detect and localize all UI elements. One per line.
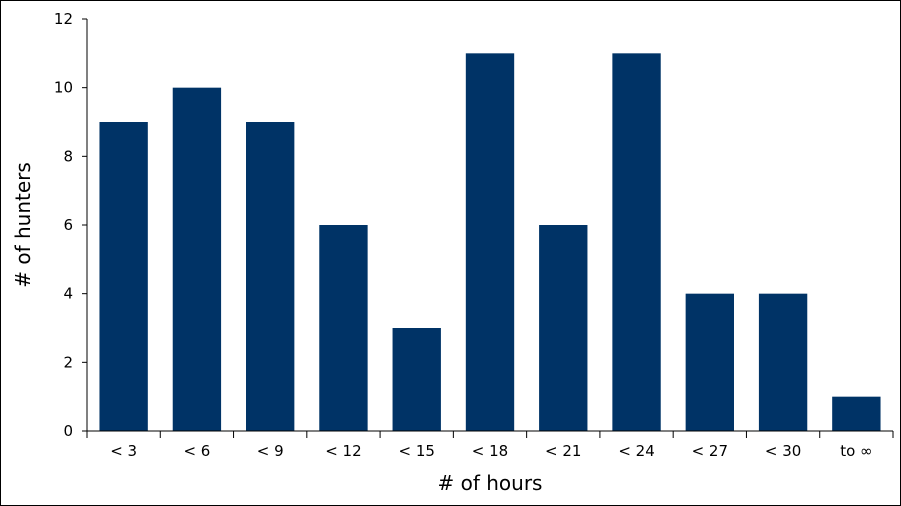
x-axis: < 3 < 6 < 9 < 12 < 15 < 18 < 21 < 24 < 27 < 30 to …: [86, 430, 894, 460]
x-tick-label-5: < 18: [472, 442, 508, 460]
y-tick-label-2: 4: [63, 285, 73, 303]
bars-group: [99, 53, 881, 432]
bar-6: [539, 225, 588, 431]
x-tick-label-7: < 24: [618, 442, 654, 460]
bar-1: [172, 87, 222, 432]
x-tick-label-6: < 21: [545, 442, 581, 460]
x-axis-title: # of hours: [438, 471, 543, 495]
x-tick-label-0: < 3: [110, 442, 137, 460]
bar-9: [758, 293, 808, 431]
y-tick-label-0: 0: [63, 422, 73, 440]
bar-5: [465, 53, 515, 431]
x-tick-label-9: < 30: [765, 442, 801, 460]
y-tick-label-1: 2: [63, 353, 73, 371]
x-tick-label-1: < 6: [183, 442, 210, 460]
x-tick-label-4: < 15: [399, 442, 435, 460]
y-tick-label-3: 6: [63, 216, 73, 234]
bar-7: [612, 53, 661, 431]
y-axis: 0 2 4 6 8 10 12: [54, 10, 88, 440]
x-tick-label-2: < 9: [257, 442, 284, 460]
bar-8: [685, 293, 734, 431]
x-tick-label-3: < 12: [325, 442, 361, 460]
y-tick-label-4: 8: [63, 147, 73, 165]
y-axis-title: # of hunters: [11, 162, 35, 288]
bar-3: [319, 225, 368, 431]
bar-0: [99, 122, 148, 431]
y-tick-label-6: 12: [54, 10, 73, 28]
x-tick-label-10: to ∞: [840, 442, 872, 460]
bar-4: [392, 328, 441, 431]
bar-2: [246, 122, 295, 431]
bar-10: [832, 396, 881, 431]
y-tick-label-5: 10: [54, 79, 73, 97]
x-tick-label-8: < 27: [692, 442, 728, 460]
